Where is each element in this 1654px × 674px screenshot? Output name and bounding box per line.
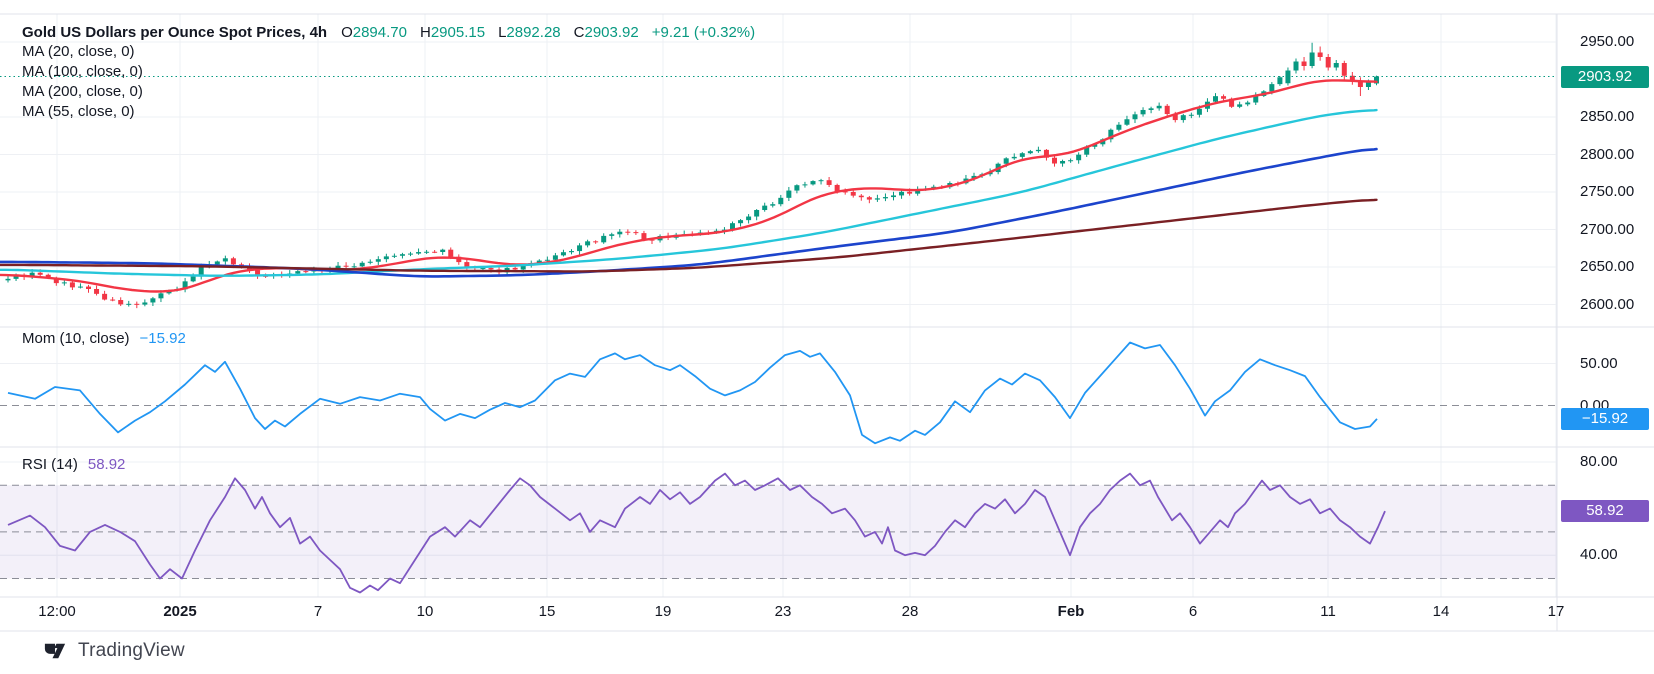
time-axis-label: 10 <box>416 603 434 620</box>
time-axis-label: 11 <box>1320 603 1336 620</box>
time-axis-label: 6 <box>1188 603 1198 620</box>
price-tick-label: 2650.00 <box>1580 258 1635 275</box>
tradingview-logo[interactable]: TradingView <box>42 638 185 664</box>
current-price-badge: 2903.92 <box>1561 65 1649 88</box>
rsi-tick-label: 40.00 <box>1580 546 1618 564</box>
tradingview-logo-text: TradingView <box>78 640 185 661</box>
time-axis-label: 19 <box>654 603 672 620</box>
time-axis-label: 12:00 <box>38 603 76 620</box>
price-tick-label: 2700.00 <box>1580 220 1635 238</box>
price-tick-label: 2600.00 <box>1580 295 1635 313</box>
time-axis-label: 23 <box>774 603 792 620</box>
momentum-value-badge: −15.92 <box>1561 407 1649 430</box>
time-axis-label: 2025 <box>163 603 197 620</box>
time-axis-label: 28 <box>901 603 919 620</box>
momentum-tick-label: 50.00 <box>1580 354 1618 372</box>
time-axis-label: 7 <box>313 603 323 620</box>
rsi-value-badge: 58.92 <box>1561 500 1649 523</box>
time-axis-label: Feb <box>1057 603 1085 620</box>
price-tick-label: 2750.00 <box>1580 183 1635 200</box>
price-tick-label: 2950.00 <box>1580 33 1635 50</box>
rsi-tick-label: 80.00 <box>1580 453 1618 470</box>
price-tick-label: 2800.00 <box>1580 145 1635 163</box>
time-axis-label: 17 <box>1547 603 1565 620</box>
time-axis-label: 15 <box>538 603 556 620</box>
time-axis-label: 14 <box>1432 603 1450 620</box>
tradingview-logo-icon <box>44 643 66 659</box>
price-tick-label: 2850.00 <box>1580 108 1635 125</box>
